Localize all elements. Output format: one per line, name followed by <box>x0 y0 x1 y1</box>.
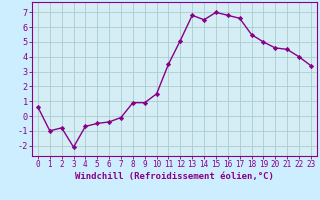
X-axis label: Windchill (Refroidissement éolien,°C): Windchill (Refroidissement éolien,°C) <box>75 172 274 181</box>
